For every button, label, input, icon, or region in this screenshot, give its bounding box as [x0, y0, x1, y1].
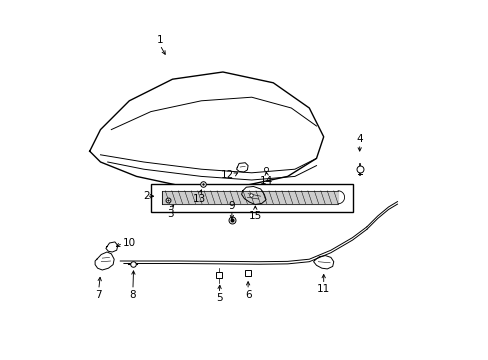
Text: 4: 4 — [356, 134, 362, 144]
Text: 13: 13 — [192, 194, 206, 204]
Text: 3: 3 — [167, 209, 174, 219]
Text: 7: 7 — [95, 290, 102, 300]
Text: 12: 12 — [221, 170, 234, 180]
Text: 9: 9 — [228, 201, 235, 211]
Text: 5: 5 — [216, 293, 222, 303]
Text: 15: 15 — [248, 211, 262, 221]
Text: 6: 6 — [244, 290, 251, 300]
Text: 2: 2 — [143, 191, 150, 201]
Text: 1: 1 — [156, 35, 163, 45]
Text: 8: 8 — [129, 290, 136, 300]
Text: 11: 11 — [316, 284, 330, 294]
Bar — [151, 184, 352, 212]
Text: 10: 10 — [122, 238, 136, 248]
Text: 14: 14 — [260, 176, 273, 186]
